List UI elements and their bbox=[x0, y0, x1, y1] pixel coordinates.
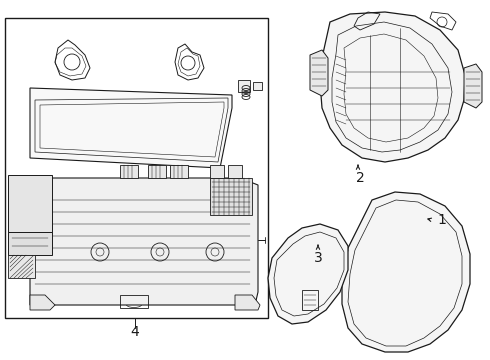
Polygon shape bbox=[210, 178, 252, 215]
Text: 1: 1 bbox=[438, 213, 446, 227]
Polygon shape bbox=[235, 295, 260, 310]
Polygon shape bbox=[8, 175, 52, 232]
Polygon shape bbox=[342, 192, 470, 352]
Bar bbox=[412, 310, 432, 324]
Polygon shape bbox=[253, 82, 262, 90]
Bar bbox=[34, 196, 46, 204]
Bar bbox=[412, 326, 430, 336]
Polygon shape bbox=[8, 255, 35, 278]
Polygon shape bbox=[120, 165, 138, 178]
Bar bbox=[16, 185, 28, 193]
Polygon shape bbox=[320, 12, 465, 162]
Bar bbox=[16, 218, 28, 226]
Bar bbox=[16, 196, 28, 204]
Polygon shape bbox=[210, 165, 224, 178]
Polygon shape bbox=[148, 165, 166, 178]
Polygon shape bbox=[30, 295, 55, 310]
Polygon shape bbox=[310, 50, 328, 96]
Polygon shape bbox=[238, 80, 250, 92]
Polygon shape bbox=[8, 232, 52, 255]
Polygon shape bbox=[170, 165, 188, 178]
Polygon shape bbox=[228, 165, 242, 178]
Text: 3: 3 bbox=[314, 251, 322, 265]
Text: 4: 4 bbox=[131, 325, 139, 339]
Bar bbox=[34, 185, 46, 193]
Bar bbox=[5, 18, 268, 318]
Polygon shape bbox=[30, 88, 232, 168]
Polygon shape bbox=[30, 178, 258, 305]
Bar bbox=[16, 207, 28, 215]
Bar bbox=[34, 207, 46, 215]
Polygon shape bbox=[268, 224, 348, 324]
Polygon shape bbox=[464, 64, 482, 108]
Text: 2: 2 bbox=[356, 171, 365, 185]
Bar bbox=[34, 218, 46, 226]
